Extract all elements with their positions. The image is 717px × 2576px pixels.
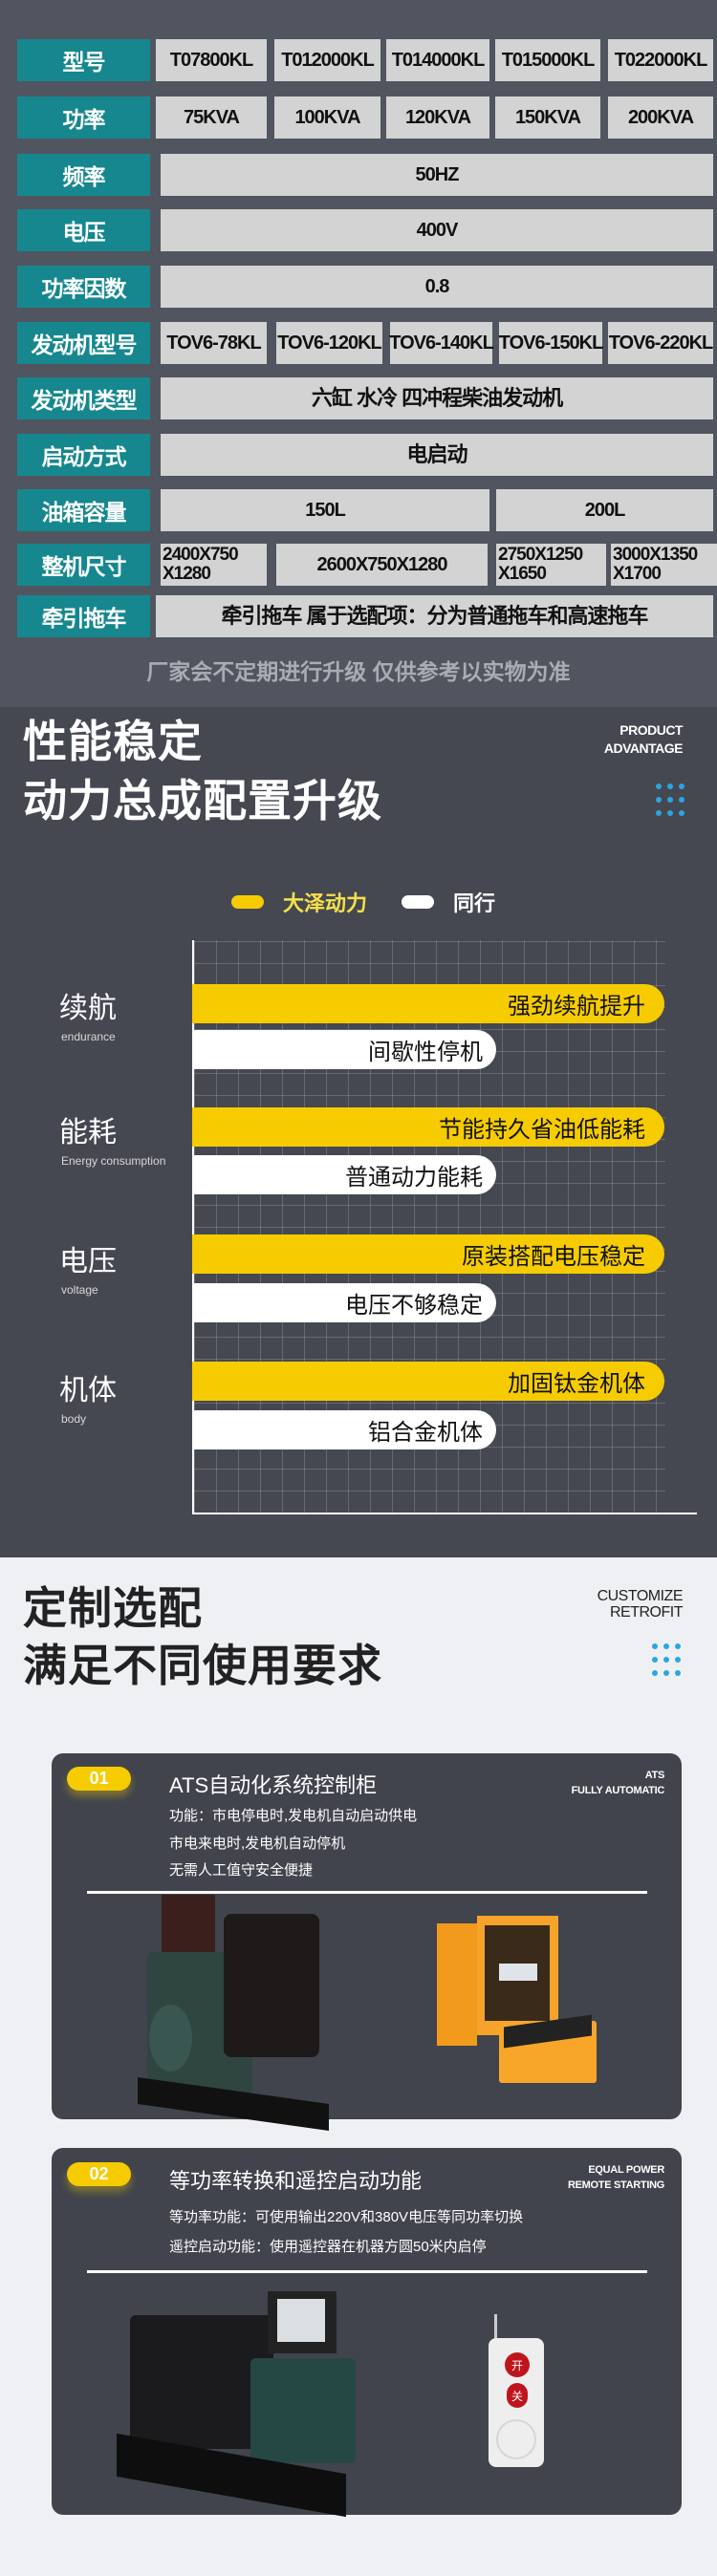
feature-card-ats: 01 ATS自动化系统控制柜 ATS FULLY AUTOMATIC 功能：市电停…: [52, 1753, 682, 2132]
spec-cell: 2600X750X1280: [276, 544, 488, 586]
category-sublabel: body: [61, 1412, 87, 1426]
spec-cell: TOV6-150KL: [499, 322, 603, 364]
spec-cell: 120KVA: [386, 97, 489, 139]
category-sublabel: Energy consumption: [61, 1154, 166, 1168]
legend-yellow-swatch-icon: [231, 895, 264, 909]
spec-cell: 200KVA: [608, 97, 713, 139]
eng-line: CUSTOMIZE: [597, 1588, 684, 1604]
spec-cell: T022000KL: [608, 39, 713, 81]
competitor-bar: 铝合金机体: [192, 1410, 496, 1449]
dots-decoration-icon: [656, 784, 684, 816]
spec-row-label: 整机尺寸: [17, 544, 150, 586]
spec-cell: 100KVA: [274, 97, 380, 139]
spec-cell: 牵引拖车 属于选配项：分为普通拖车和高速拖车: [156, 595, 713, 637]
generator-image: [117, 2291, 358, 2518]
legend-ours: 大泽动力: [283, 891, 368, 915]
ours-bar: 原装搭配电压稳定: [192, 1234, 664, 1274]
eng-line: PRODUCT: [619, 722, 683, 738]
card-title: ATS自动化系统控制柜: [169, 1773, 378, 1797]
spec-cell: T012000KL: [274, 39, 380, 81]
category-label: 机体: [59, 1375, 117, 1406]
spec-cell: 50HZ: [161, 154, 713, 196]
card-eng-label: EQUAL POWER REMOTE STARTING: [568, 2162, 664, 2193]
eng-line: EQUAL POWER: [588, 2164, 664, 2176]
spec-note: 厂家会不定期进行升级 仅供参考以实物为准: [146, 659, 571, 684]
spec-row-label: 频率: [17, 154, 150, 196]
spec-row-label: 功率: [17, 97, 150, 139]
ours-bar: 强劲续航提升: [192, 984, 664, 1023]
ours-bar: 节能持久省油低能耗: [192, 1107, 664, 1147]
competitor-bar: 普通动力能耗: [192, 1155, 496, 1194]
spec-cell: 200L: [496, 489, 713, 531]
spec-cell: 150KVA: [495, 97, 600, 139]
card-line: 市电来电时,发电机自动停机: [169, 1835, 346, 1852]
x-axis-line: [192, 1513, 697, 1514]
spec-cell: T07800KL: [156, 39, 267, 81]
ours-bar: 加固钛金机体: [192, 1362, 664, 1401]
spec-row-label: 牵引拖车: [17, 595, 150, 637]
category-sublabel: voltage: [61, 1283, 98, 1297]
customize-title-2: 满足不同使用要求: [23, 1641, 382, 1690]
card-badge: 02: [67, 2162, 131, 2186]
spec-row-label: 油箱容量: [17, 489, 150, 531]
competitor-bar: 间歇性停机: [192, 1030, 496, 1069]
remote-on-button: 开: [505, 2352, 530, 2377]
spec-row-label: 发动机型号: [17, 322, 150, 364]
competitor-bar: 电压不够稳定: [192, 1283, 496, 1322]
legend-white-swatch-icon: [402, 895, 435, 909]
card-line: 功能：市电停电时,发电机自动启动供电: [169, 1808, 418, 1824]
advantage-eng-label: PRODUCT ADVANTAGE: [603, 721, 684, 758]
category-label: 续航: [59, 993, 117, 1024]
ats-cabinet-image: [437, 1916, 599, 2088]
spec-cell: 400V: [161, 209, 713, 251]
eng-line: ATS: [644, 1770, 665, 1781]
chart-legend: 大泽动力 同行: [231, 887, 495, 917]
card-line: 等功率功能：可使用输出220V和380V电压等同功率切换: [169, 2209, 524, 2225]
eng-line: RETROFIT: [610, 1604, 684, 1621]
spec-cell: TOV6-220KL: [608, 322, 713, 364]
spec-row-label: 型号: [17, 39, 150, 81]
card-line: 遥控启动功能：使用遥控器在机器方圆50米内启停: [169, 2239, 487, 2255]
eng-line: FULLY AUTOMATIC: [571, 1785, 665, 1796]
category-sublabel: endurance: [61, 1030, 116, 1043]
card-divider: [87, 2270, 647, 2273]
legend-theirs: 同行: [453, 891, 496, 915]
spec-cell: 2400X750 X1280: [161, 544, 267, 586]
card-title: 等功率转换和遥控启动功能: [169, 2169, 423, 2193]
spec-cell: 2750X1250 X1650: [496, 544, 606, 586]
spec-cell: 0.8: [161, 266, 713, 308]
category-label: 电压: [59, 1246, 117, 1277]
spec-cell: 六缸 水冷 四冲程柴油发动机: [161, 377, 713, 419]
card-eng-label: ATS FULLY AUTOMATIC: [571, 1768, 665, 1798]
spec-cell: 150L: [161, 489, 489, 531]
card-line: 无需人工值守安全便捷: [169, 1862, 314, 1878]
advantage-title-1: 性能稳定: [23, 717, 203, 766]
customize-eng-label: CUSTOMIZE RETROFIT: [597, 1588, 684, 1621]
card-divider: [87, 1891, 647, 1894]
remote-control-image: 开 关: [489, 2314, 546, 2467]
spec-cell: TOV6-120KL: [276, 322, 382, 364]
spec-row-label: 启动方式: [17, 434, 150, 476]
spec-cell: T015000KL: [495, 39, 600, 81]
spec-cell: TOV6-140KL: [389, 322, 494, 364]
spec-cell: T014000KL: [386, 39, 489, 81]
spec-row-label: 功率因数: [17, 266, 150, 308]
spec-cell: 电启动: [161, 434, 713, 476]
advantage-title-2: 动力总成配置升级: [23, 776, 382, 826]
spec-cell: 3000X1350 X1700: [611, 544, 717, 586]
eng-line: ADVANTAGE: [603, 741, 684, 756]
eng-line: REMOTE STARTING: [567, 2179, 664, 2191]
customize-title-1: 定制选配: [23, 1583, 203, 1633]
spec-cell: TOV6-78KL: [161, 322, 267, 364]
card-badge: 01: [67, 1767, 131, 1791]
spec-cell: 75KVA: [156, 97, 267, 139]
dots-decoration-icon: [652, 1643, 681, 1676]
category-label: 能耗: [59, 1117, 117, 1148]
spec-row-label: 发动机类型: [17, 377, 150, 419]
feature-card-equal-power-remote: 02 等功率转换和遥控启动功能 EQUAL POWER REMOTE STARTI…: [52, 2148, 682, 2518]
remote-off-button: 关: [507, 2383, 528, 2408]
generator-image: [138, 1895, 334, 2132]
spec-row-label: 电压: [17, 209, 150, 251]
